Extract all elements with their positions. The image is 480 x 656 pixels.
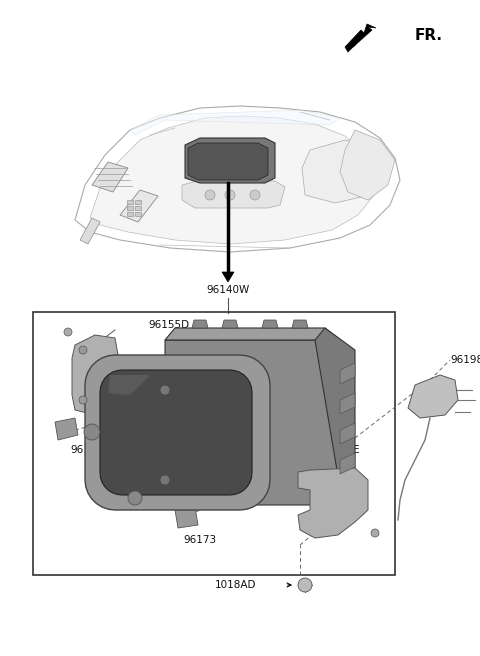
Polygon shape (262, 320, 278, 328)
Polygon shape (135, 206, 141, 210)
Polygon shape (92, 162, 128, 192)
Text: FR.: FR. (415, 28, 443, 43)
Circle shape (79, 346, 87, 354)
Circle shape (160, 475, 170, 485)
Polygon shape (182, 181, 285, 208)
Circle shape (160, 385, 170, 395)
Text: 96155D: 96155D (148, 320, 189, 330)
Polygon shape (292, 320, 308, 328)
Polygon shape (135, 212, 141, 216)
Circle shape (225, 190, 235, 200)
Circle shape (371, 529, 379, 537)
Polygon shape (185, 138, 275, 183)
Text: 96155E: 96155E (320, 445, 360, 455)
Circle shape (79, 396, 87, 404)
Text: 96173: 96173 (183, 535, 216, 545)
Polygon shape (192, 320, 208, 328)
Polygon shape (127, 206, 133, 210)
Polygon shape (340, 453, 355, 474)
Text: 1018AD: 1018AD (215, 580, 256, 590)
Polygon shape (100, 370, 252, 495)
Circle shape (205, 190, 215, 200)
Polygon shape (408, 375, 458, 418)
Polygon shape (165, 328, 340, 340)
Text: 96140W: 96140W (206, 285, 250, 295)
Polygon shape (55, 418, 78, 440)
Circle shape (128, 491, 142, 505)
Polygon shape (120, 190, 158, 222)
Polygon shape (222, 320, 238, 328)
Circle shape (64, 328, 72, 336)
Polygon shape (108, 375, 150, 395)
Polygon shape (340, 393, 355, 414)
Polygon shape (345, 24, 376, 52)
Polygon shape (135, 200, 141, 204)
Polygon shape (130, 110, 340, 135)
Polygon shape (75, 106, 400, 252)
Polygon shape (90, 116, 376, 244)
Polygon shape (127, 212, 133, 216)
Polygon shape (340, 130, 395, 200)
Text: 96173: 96173 (70, 445, 103, 455)
Polygon shape (85, 355, 270, 510)
Circle shape (298, 578, 312, 592)
Polygon shape (127, 200, 133, 204)
Polygon shape (188, 143, 268, 180)
Polygon shape (340, 363, 355, 384)
Polygon shape (340, 423, 355, 444)
Polygon shape (80, 218, 100, 244)
Polygon shape (302, 140, 380, 203)
Circle shape (250, 190, 260, 200)
Polygon shape (298, 468, 368, 538)
Bar (33, 312, 395, 575)
Polygon shape (72, 335, 118, 415)
Polygon shape (165, 340, 340, 505)
Circle shape (84, 424, 100, 440)
Polygon shape (175, 507, 198, 528)
Text: 96198: 96198 (450, 355, 480, 365)
Polygon shape (315, 328, 355, 505)
Polygon shape (222, 272, 234, 282)
